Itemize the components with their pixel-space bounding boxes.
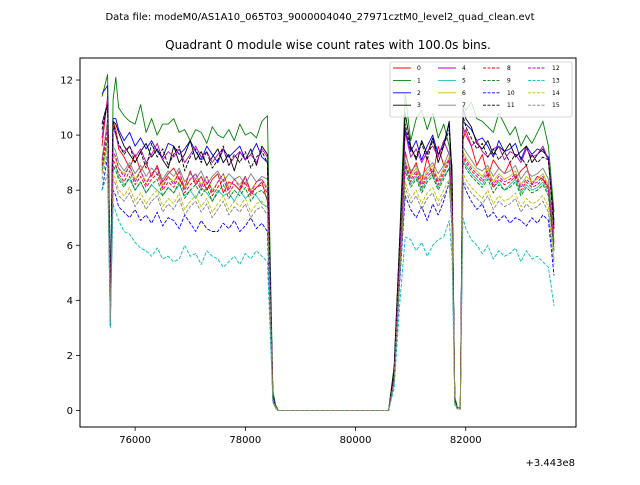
chart-title: Quadrant 0 module wise count rates with … [165, 38, 491, 52]
series-layer [101, 74, 555, 411]
series-line-2 [101, 85, 555, 411]
series-line-13 [101, 173, 555, 411]
x-tick-label: 78000 [229, 435, 261, 446]
series-line-3 [101, 101, 555, 411]
series-line-1 [101, 74, 555, 411]
series-line-10 [101, 156, 555, 411]
y-tick-label: 8 [67, 186, 73, 197]
y-tick-label: 2 [67, 351, 73, 362]
legend-label-2: 2 [417, 90, 421, 97]
legend-label-14: 14 [552, 90, 560, 97]
chart-suptitle: Data file: modeM0/AS1A10_065T03_90000040… [105, 12, 534, 23]
legend-label-5: 5 [462, 77, 466, 84]
series-line-8 [101, 131, 555, 411]
legend-label-13: 13 [552, 77, 560, 84]
legend-label-10: 10 [507, 90, 515, 97]
x-tick-label: 80000 [340, 435, 372, 446]
y-tick-label: 6 [67, 241, 73, 252]
legend-label-9: 9 [507, 77, 511, 84]
y-tick-label: 10 [60, 131, 73, 142]
legend-label-7: 7 [462, 102, 466, 109]
x-tick-label: 82000 [450, 435, 482, 446]
legend-frame [389, 61, 573, 118]
series-line-5 [101, 145, 555, 411]
legend-label-4: 4 [462, 65, 466, 72]
legend-label-0: 0 [417, 65, 421, 72]
legend-label-3: 3 [417, 102, 421, 109]
plot-frame [79, 57, 577, 428]
legend-label-1: 1 [417, 77, 421, 84]
legend-label-15: 15 [552, 102, 560, 109]
y-tick-label: 4 [67, 296, 73, 307]
x-tick-label: 76000 [119, 435, 151, 446]
legend-label-8: 8 [507, 65, 511, 72]
series-line-15 [101, 151, 555, 411]
y-tick-label: 0 [67, 406, 73, 417]
legend-label-6: 6 [462, 90, 466, 97]
legend-label-12: 12 [552, 65, 560, 72]
x-offset-label: +3.443e8 [525, 458, 575, 469]
y-tick-label: 12 [60, 76, 73, 87]
legend-label-11: 11 [507, 102, 515, 109]
series-line-4 [101, 98, 555, 411]
